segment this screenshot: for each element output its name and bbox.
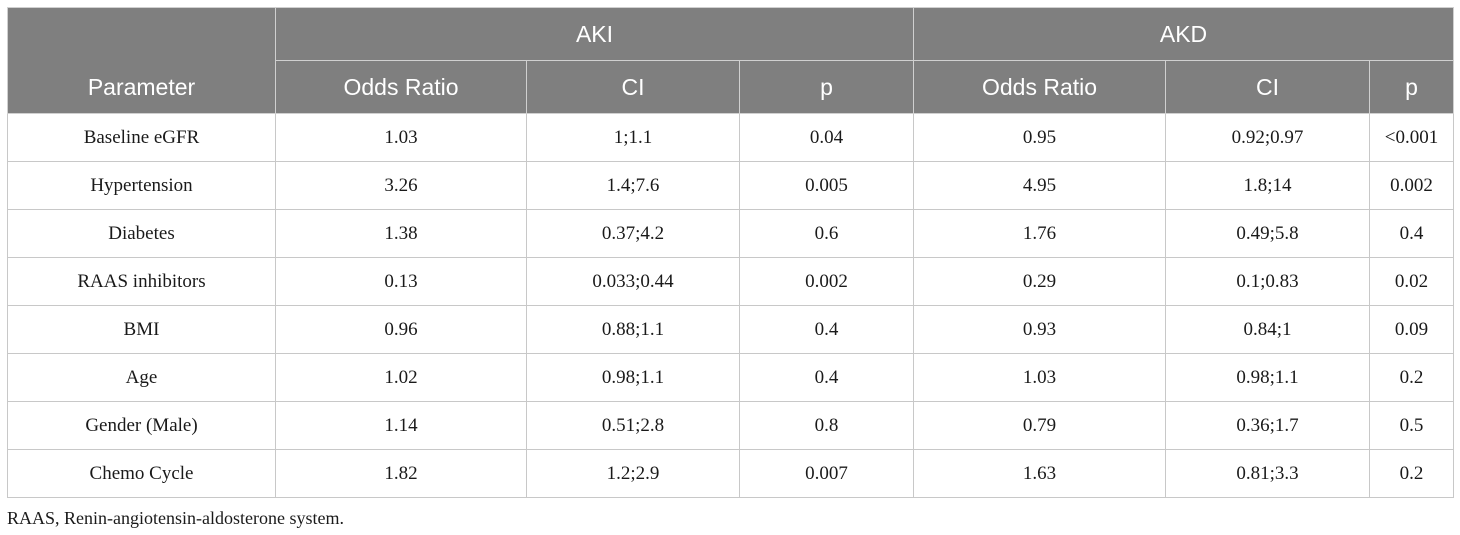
aki-ci-cell: 1.4;7.6 <box>526 161 740 210</box>
akd-p-cell: 0.2 <box>1369 449 1455 498</box>
aki-ci-cell: 0.37;4.2 <box>526 209 740 258</box>
akd-ci-cell: 0.84;1 <box>1165 305 1371 354</box>
group-header-row: Parameter AKI AKD <box>7 7 1455 114</box>
table-footnote: RAAS, Renin-angiotensin-aldosterone syst… <box>7 508 344 528</box>
results-table: Parameter AKI AKD Odds Ratio CI p Odds R… <box>7 7 1455 498</box>
akd-p-cell: 0.002 <box>1369 161 1455 210</box>
table-row: Hypertension 3.26 1.4;7.6 0.005 4.95 1.8… <box>7 161 1455 210</box>
akd-ci-cell: 0.49;5.8 <box>1165 209 1371 258</box>
aki-odds-ratio-cell: 0.96 <box>275 305 527 354</box>
parameter-cell: BMI <box>7 305 276 354</box>
akd-p-cell: 0.02 <box>1369 257 1455 306</box>
akd-p-cell: 0.5 <box>1369 401 1455 450</box>
table-row: RAAS inhibitors 0.13 0.033;0.44 0.002 0.… <box>7 257 1455 306</box>
aki-p-cell: 0.4 <box>738 305 915 354</box>
akd-p-cell: 0.2 <box>1369 353 1455 402</box>
akd-odds-ratio-cell: 4.95 <box>913 161 1167 210</box>
aki-p-cell: 0.04 <box>738 113 915 162</box>
akd-odds-ratio-cell: 0.29 <box>913 257 1167 306</box>
table-row: Diabetes 1.38 0.37;4.2 0.6 1.76 0.49;5.8… <box>7 209 1455 258</box>
parameter-cell: Hypertension <box>7 161 276 210</box>
akd-odds-ratio-cell: 1.76 <box>913 209 1167 258</box>
akd-odds-ratio-cell: 0.95 <box>913 113 1167 162</box>
aki-p-cell: 0.005 <box>738 161 915 210</box>
parameter-header: Parameter <box>7 7 276 114</box>
akd-ci-cell: 0.98;1.1 <box>1165 353 1371 402</box>
parameter-cell: RAAS inhibitors <box>7 257 276 306</box>
aki-p-cell: 0.007 <box>738 449 915 498</box>
column-header-row: Odds Ratio CI p Odds Ratio CI p <box>8 60 1455 114</box>
table-row: Chemo Cycle 1.82 1.2;2.9 0.007 1.63 0.81… <box>7 449 1455 498</box>
aki-ci-cell: 0.51;2.8 <box>526 401 740 450</box>
aki-ci-cell: 0.88;1.1 <box>526 305 740 354</box>
parameter-cell: Age <box>7 353 276 402</box>
aki-odds-ratio-cell: 3.26 <box>275 161 527 210</box>
aki-p-cell: 0.6 <box>738 209 915 258</box>
aki-odds-ratio-cell: 1.03 <box>275 113 527 162</box>
akd-ci-cell: 0.1;0.83 <box>1165 257 1371 306</box>
akd-ci-cell: 0.92;0.97 <box>1165 113 1371 162</box>
akd-p-cell: 0.4 <box>1369 209 1455 258</box>
parameter-cell: Baseline eGFR <box>7 113 276 162</box>
table-row: Gender (Male) 1.14 0.51;2.8 0.8 0.79 0.3… <box>7 401 1455 450</box>
akd-p-cell: <0.001 <box>1369 113 1455 162</box>
parameter-cell: Chemo Cycle <box>7 449 276 498</box>
aki-ci-cell: 1;1.1 <box>526 113 740 162</box>
akd-odds-ratio-cell: 1.03 <box>913 353 1167 402</box>
aki-p-cell: 0.4 <box>738 353 915 402</box>
aki-ci-header: CI <box>526 60 740 114</box>
akd-ci-cell: 0.81;3.3 <box>1165 449 1371 498</box>
akd-p-cell: 0.09 <box>1369 305 1455 354</box>
parameter-cell: Diabetes <box>7 209 276 258</box>
parameter-cell: Gender (Male) <box>7 401 276 450</box>
aki-odds-ratio-cell: 1.38 <box>275 209 527 258</box>
akd-odds-ratio-cell: 0.79 <box>913 401 1167 450</box>
table-row: Baseline eGFR 1.03 1;1.1 0.04 0.95 0.92;… <box>7 113 1455 162</box>
akd-group-header: AKD <box>913 7 1455 61</box>
table-row: Age 1.02 0.98;1.1 0.4 1.03 0.98;1.1 0.2 <box>7 353 1455 402</box>
akd-ci-header: CI <box>1165 60 1371 114</box>
aki-p-header: p <box>738 60 915 114</box>
akd-odds-ratio-cell: 1.63 <box>913 449 1167 498</box>
aki-odds-ratio-header: Odds Ratio <box>275 60 527 114</box>
aki-ci-cell: 1.2;2.9 <box>526 449 740 498</box>
aki-ci-cell: 0.033;0.44 <box>526 257 740 306</box>
akd-odds-ratio-header: Odds Ratio <box>913 60 1167 114</box>
aki-p-cell: 0.8 <box>738 401 915 450</box>
aki-odds-ratio-cell: 1.14 <box>275 401 527 450</box>
akd-ci-cell: 0.36;1.7 <box>1165 401 1371 450</box>
aki-group-header: AKI <box>274 7 915 61</box>
aki-odds-ratio-cell: 0.13 <box>275 257 527 306</box>
table-row: BMI 0.96 0.88;1.1 0.4 0.93 0.84;1 0.09 <box>7 305 1455 354</box>
akd-odds-ratio-cell: 0.93 <box>913 305 1167 354</box>
akd-p-header: p <box>1369 60 1455 114</box>
akd-ci-cell: 1.8;14 <box>1165 161 1371 210</box>
aki-odds-ratio-cell: 1.82 <box>275 449 527 498</box>
aki-ci-cell: 0.98;1.1 <box>526 353 740 402</box>
aki-p-cell: 0.002 <box>738 257 915 306</box>
aki-odds-ratio-cell: 1.02 <box>275 353 527 402</box>
